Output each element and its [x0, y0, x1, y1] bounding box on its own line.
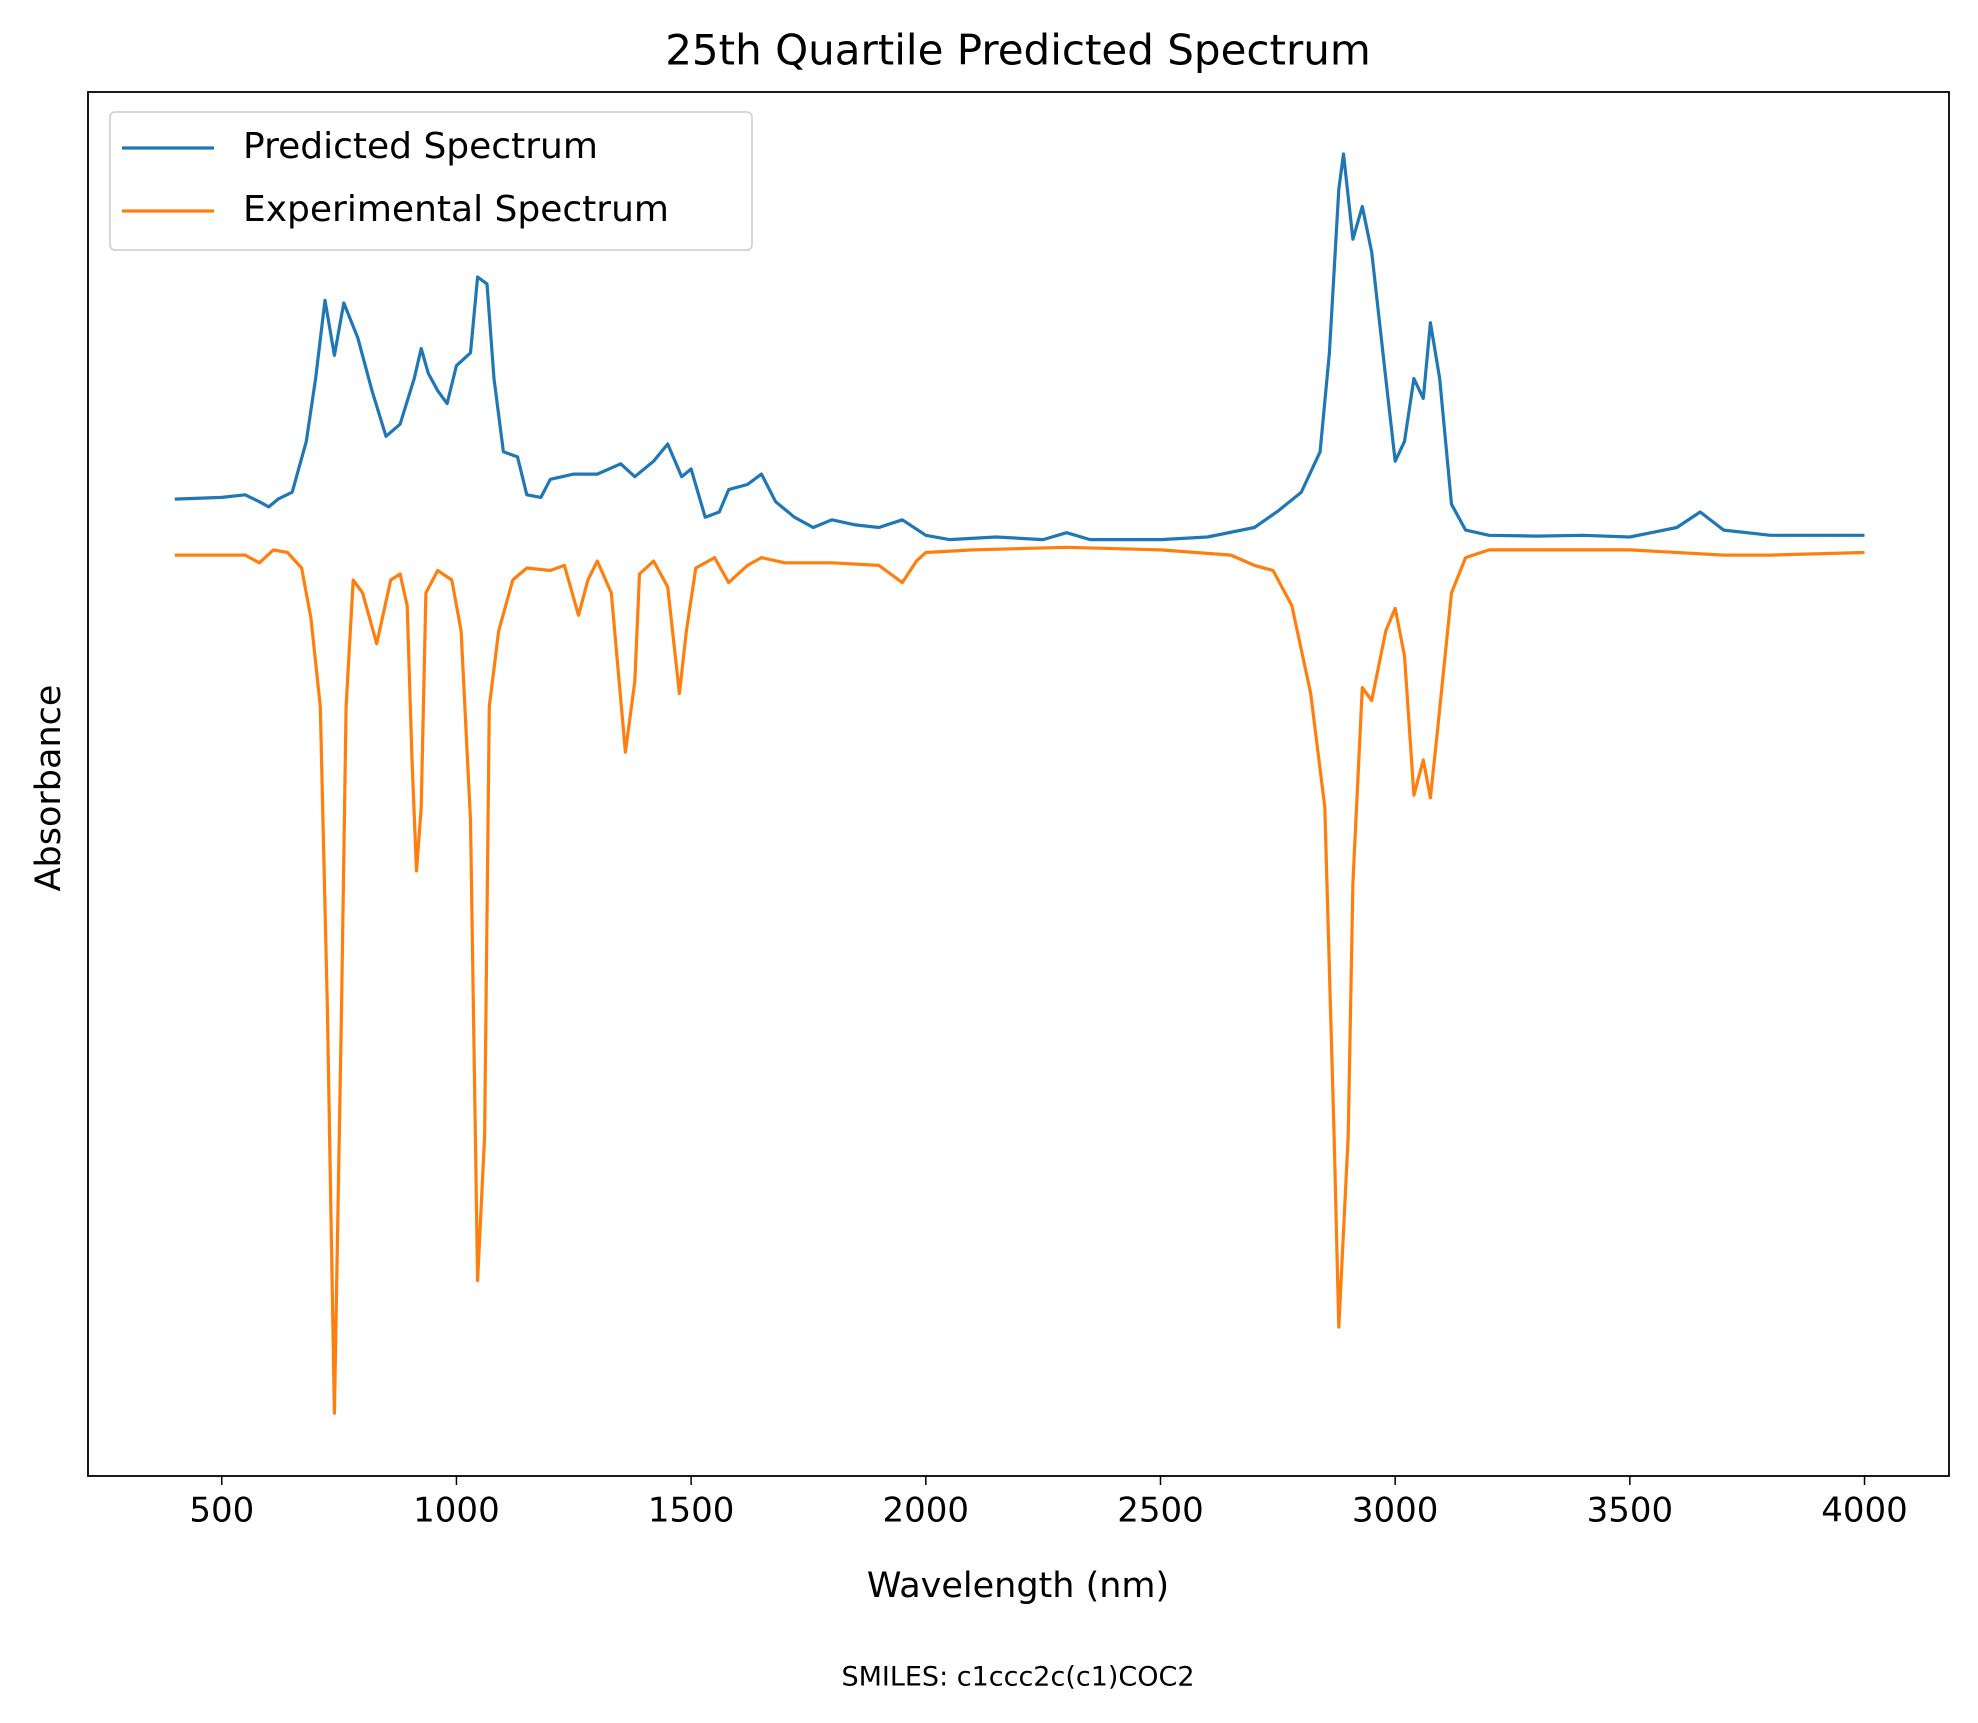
x-tick-label: 1500	[648, 1491, 735, 1531]
x-tick-label: 1000	[413, 1491, 500, 1531]
plot-frame	[87, 91, 1950, 1477]
series-line	[174, 545, 1865, 1415]
chart-title: 25th Quartile Predicted Spectrum	[665, 26, 1371, 75]
x-tick-label: 3000	[1352, 1491, 1439, 1531]
series-line	[174, 152, 1865, 542]
legend-box	[109, 111, 753, 251]
x-tick-label: 3500	[1587, 1491, 1674, 1531]
x-tick-label: 500	[189, 1491, 254, 1531]
x-axis-label: Wavelength (nm)	[867, 1566, 1169, 1606]
y-axis-label: Absorbance	[29, 685, 69, 892]
x-tick-label: 2000	[883, 1491, 970, 1531]
x-tick-label: 2500	[1117, 1491, 1204, 1531]
footnote: SMILES: c1ccc2c(c1)COC2	[841, 1662, 1194, 1693]
legend-label: Experimental Spectrum	[243, 189, 669, 230]
legend-label: Predicted Spectrum	[243, 126, 598, 167]
x-tick-label: 4000	[1821, 1491, 1908, 1531]
